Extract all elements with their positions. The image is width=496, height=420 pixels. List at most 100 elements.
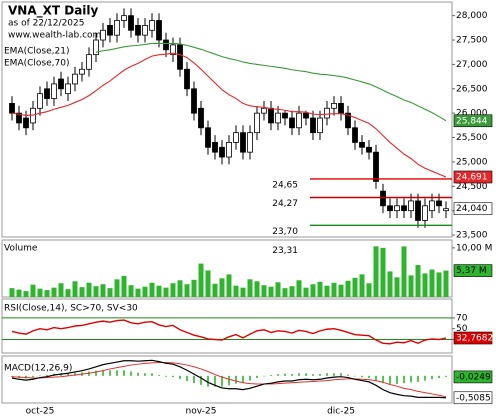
candle-body: [205, 127, 211, 148]
histogram-bar: [424, 375, 426, 381]
candle-body: [37, 93, 43, 109]
histogram-bar: [382, 375, 384, 384]
volume-bar: [30, 284, 36, 297]
candle-body: [135, 25, 141, 36]
panel: [1, 355, 453, 404]
volume-bar: [394, 277, 400, 297]
histogram-bar: [46, 374, 48, 376]
volume-bar: [149, 282, 155, 297]
volume-bar: [338, 284, 344, 297]
x-tick-label: nov-25: [186, 407, 217, 417]
candle-body: [429, 200, 435, 212]
volume-bar: [121, 275, 127, 297]
volume-bar: [415, 265, 421, 297]
histogram-bar: [326, 373, 328, 376]
candle-body: [324, 107, 330, 119]
histogram-last-label-box: [453, 370, 493, 384]
y-tick-label: 26,500: [456, 84, 488, 94]
histogram-bar: [151, 373, 153, 376]
volume-bar: [401, 246, 407, 297]
candle-body: [240, 132, 246, 153]
volume-bar: [114, 279, 120, 297]
volume-bar: [86, 282, 92, 297]
histogram-bar: [172, 375, 174, 378]
candle-body: [282, 112, 288, 119]
candle-body: [443, 208, 449, 212]
histogram-bar: [11, 375, 13, 378]
candle-body: [226, 142, 232, 158]
volume-bar: [9, 288, 15, 297]
volume-bar: [191, 279, 197, 297]
level-label: 24,27: [272, 199, 298, 209]
volume-bar: [331, 282, 337, 297]
candle-body: [149, 20, 155, 31]
ema-line: [95, 42, 447, 122]
volume-bar: [261, 285, 267, 297]
volume-bar: [408, 275, 414, 297]
candle-body: [58, 78, 64, 90]
volume-bar: [429, 269, 435, 297]
candle-body: [23, 117, 29, 129]
volume-bar: [93, 286, 99, 297]
histogram-bar: [375, 375, 377, 381]
candle-body: [219, 146, 225, 158]
histogram-bar: [186, 375, 188, 382]
candle-body: [422, 205, 428, 221]
histogram-bar: [207, 375, 209, 387]
series-last-label-box: [453, 114, 493, 128]
candle-body: [128, 15, 134, 31]
histogram-bar: [200, 375, 202, 385]
candle-body: [373, 151, 379, 182]
candle-body: [86, 54, 92, 70]
histogram-bar: [235, 375, 237, 384]
volume-bar: [240, 287, 246, 297]
candle-body: [331, 103, 337, 109]
volume-bar: [282, 288, 288, 297]
volume-bar: [156, 285, 162, 297]
candle-body: [366, 146, 372, 153]
candle-body: [170, 44, 176, 56]
histogram-bar: [340, 373, 342, 376]
histogram-bar: [361, 375, 363, 378]
histogram-bar: [347, 374, 349, 376]
volume-bar: [107, 288, 113, 297]
histogram-bar: [417, 375, 419, 382]
histogram-bar: [242, 375, 244, 383]
volume-bar: [380, 247, 386, 297]
volume-bar: [100, 284, 106, 297]
candle-body: [394, 205, 400, 212]
histogram-bar: [116, 370, 118, 376]
volume-bar: [184, 284, 190, 297]
rsi-last-label: 32,7682: [456, 334, 493, 344]
candle-body: [184, 68, 190, 90]
volume-bar: [170, 283, 176, 297]
series-last-label-box: [453, 170, 493, 184]
candle-body: [338, 103, 344, 114]
x-tick-label: dic-25: [327, 407, 355, 417]
volume-bar: [359, 274, 365, 297]
volume-bar: [177, 280, 183, 297]
candle-body: [247, 132, 253, 153]
panel-title: RSI(Close,14), SC>70, SV<30: [4, 304, 138, 314]
histogram-bar: [298, 373, 300, 376]
volume-bar: [205, 270, 211, 297]
histogram-bar: [249, 375, 251, 381]
volume-bar: [65, 289, 71, 297]
histogram-bar: [389, 375, 391, 385]
candle-body: [415, 200, 421, 221]
volume-bar: [296, 280, 302, 297]
histogram-bar: [130, 371, 132, 376]
histogram-bar: [165, 375, 167, 377]
volume-bar: [72, 281, 78, 297]
histogram-bar: [277, 374, 279, 376]
last-price-label: 24,040: [456, 204, 488, 214]
histogram-last-label: -0,0249: [456, 372, 491, 382]
volume-bar: [422, 273, 428, 297]
candle-body: [345, 112, 351, 129]
candle-body: [65, 83, 71, 95]
volume-bar: [352, 277, 358, 297]
volume-bar: [58, 283, 64, 297]
candle-body: [191, 88, 197, 114]
